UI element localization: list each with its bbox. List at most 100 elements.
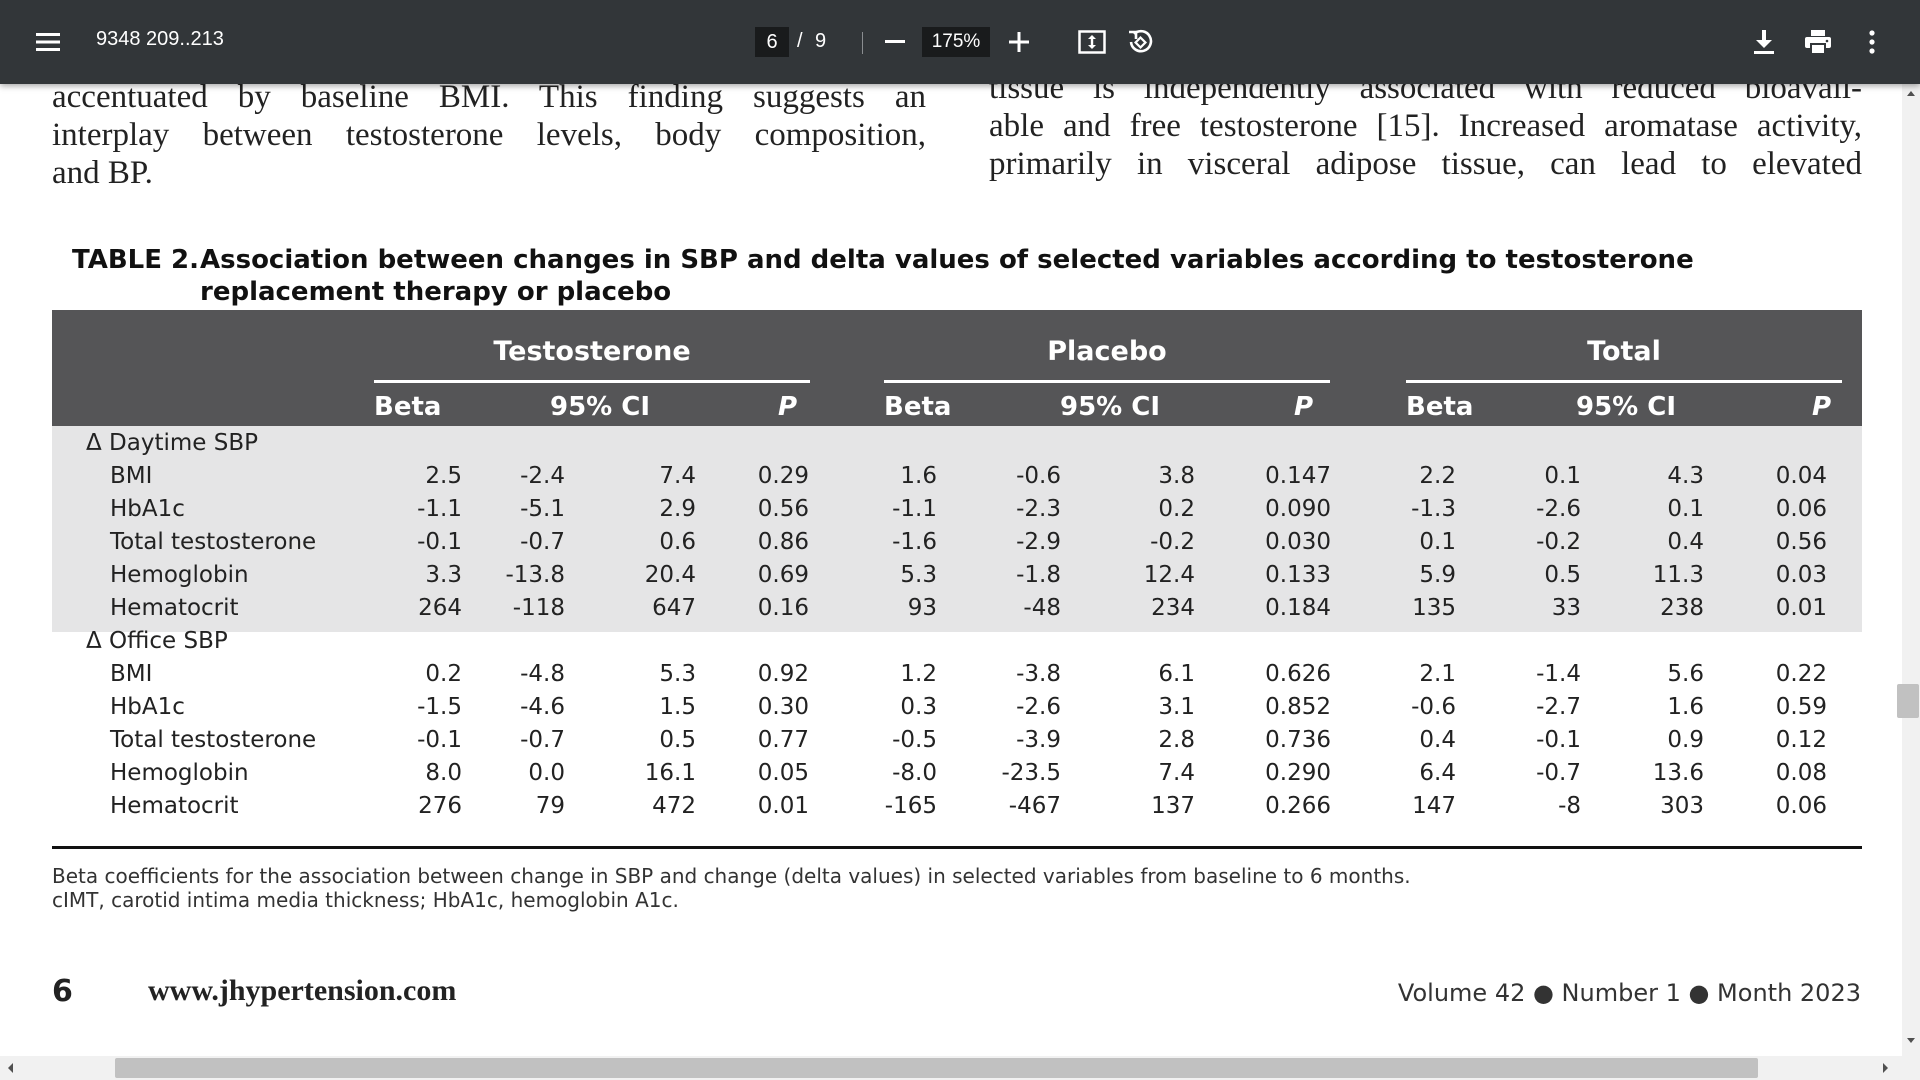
table-row: Total testosterone -0.1 -0.7 0.6 0.86 -1.6 -2.… bbox=[0, 525, 1902, 558]
body-text-left: accentuated by baseline BMI. This findin… bbox=[52, 78, 926, 192]
table-cell: 79 bbox=[535, 793, 565, 819]
table-row: Hematocrit 276 79 472 0.01 -165 -467 137 0.266 14… bbox=[0, 789, 1902, 822]
zoom-out-button[interactable] bbox=[875, 22, 915, 62]
text-line: interplay between testosterone levels, b… bbox=[52, 117, 926, 153]
table-cell: 0.77 bbox=[757, 727, 809, 753]
table-cell: 20.4 bbox=[644, 562, 696, 588]
table-cell: 0.29 bbox=[757, 463, 809, 489]
table-cell: 5.3 bbox=[900, 562, 937, 588]
table-cell: 3.1 bbox=[1158, 694, 1195, 720]
menu-button[interactable] bbox=[28, 22, 68, 62]
table-cell: 16.1 bbox=[644, 760, 696, 786]
body-text-right: tissue is independently associated with … bbox=[989, 69, 1862, 183]
horizontal-scroll-thumb[interactable] bbox=[115, 1058, 1758, 1078]
group-header-placebo: Placebo bbox=[1047, 336, 1167, 367]
toolbar-divider bbox=[862, 32, 863, 54]
col-header-beta: Beta bbox=[1406, 392, 1474, 422]
zoom-input[interactable] bbox=[922, 27, 990, 57]
table-cell: 264 bbox=[418, 595, 462, 621]
table-cell: 2.5 bbox=[425, 463, 462, 489]
col-header-ci: 95% CI bbox=[1576, 392, 1677, 422]
table-cell: -118 bbox=[512, 595, 565, 621]
document-title: 9348 209..213 bbox=[96, 28, 224, 50]
scroll-down-icon[interactable] bbox=[1902, 1034, 1920, 1048]
vertical-scroll-thumb[interactable] bbox=[1897, 684, 1919, 718]
zoom-in-button[interactable] bbox=[999, 22, 1039, 62]
table-label: TABLE 2. bbox=[72, 245, 200, 275]
table-cell: -2.4 bbox=[520, 463, 565, 489]
table-cell: 0.184 bbox=[1265, 595, 1331, 621]
table-caption-text: Association between changes in SBP and d… bbox=[200, 245, 1694, 307]
daytime-section-shading bbox=[52, 426, 1862, 632]
table-cell: 234 bbox=[1151, 595, 1195, 621]
table-cell: 137 bbox=[1151, 793, 1195, 819]
table-row: Hemoglobin 3.3 -13.8 20.4 0.69 5.3 -1.8 12.4 0.1… bbox=[0, 558, 1902, 591]
scroll-left-icon[interactable] bbox=[4, 1056, 18, 1080]
table-cell: 0.16 bbox=[757, 595, 809, 621]
table-cell: 0.852 bbox=[1265, 694, 1331, 720]
table-cell: 7.4 bbox=[659, 463, 696, 489]
page-number-input[interactable] bbox=[755, 27, 789, 57]
table-cell: 0.03 bbox=[1775, 562, 1827, 588]
table-cell: 2.8 bbox=[1158, 727, 1195, 753]
journal-website: www.jhypertension.com bbox=[148, 974, 457, 1007]
table-row: Total testosterone -0.1 -0.7 0.5 0.77 -0.5 -3.… bbox=[0, 723, 1902, 756]
table-cell: 2.2 bbox=[1419, 463, 1456, 489]
table-cell: 93 bbox=[907, 595, 937, 621]
table-cell: 0.626 bbox=[1265, 661, 1331, 687]
table-cell: -0.2 bbox=[1150, 529, 1195, 555]
table-cell: -8 bbox=[1558, 793, 1581, 819]
table-cell: 0.9 bbox=[1667, 727, 1704, 753]
variable-label: HbA1c bbox=[110, 496, 185, 522]
table-cell: 0.06 bbox=[1775, 496, 1827, 522]
table-cell: 0.08 bbox=[1775, 760, 1827, 786]
more-options-button[interactable] bbox=[1852, 22, 1892, 62]
table-cell: -13.8 bbox=[505, 562, 565, 588]
table-cell: -0.7 bbox=[520, 529, 565, 555]
table-cell: -3.9 bbox=[1016, 727, 1061, 753]
table-cell: 0.4 bbox=[1419, 727, 1456, 753]
table-cell: -2.6 bbox=[1016, 694, 1061, 720]
variable-label: Hematocrit bbox=[110, 595, 239, 621]
variable-label: Total testosterone bbox=[110, 727, 317, 753]
table-cell: -0.1 bbox=[1536, 727, 1581, 753]
table-cell: 276 bbox=[418, 793, 462, 819]
table-cell: 0.030 bbox=[1265, 529, 1331, 555]
variable-label: Hematocrit bbox=[110, 793, 239, 819]
table-cell: -4.8 bbox=[520, 661, 565, 687]
table-cell: 0.6 bbox=[659, 529, 696, 555]
table-cell: 472 bbox=[652, 793, 696, 819]
table-cell: 1.6 bbox=[900, 463, 937, 489]
variable-label: Total testosterone bbox=[110, 529, 317, 555]
table-cell: -0.7 bbox=[520, 727, 565, 753]
table-cell: -2.3 bbox=[1016, 496, 1061, 522]
scroll-up-icon[interactable] bbox=[1902, 86, 1920, 100]
table-cell: 1.2 bbox=[900, 661, 937, 687]
section-label: Δ Daytime SBP bbox=[86, 430, 258, 456]
table-cell: -1.3 bbox=[1411, 496, 1456, 522]
fit-page-button[interactable] bbox=[1072, 22, 1112, 62]
scroll-right-icon[interactable] bbox=[1878, 1056, 1892, 1080]
download-button[interactable] bbox=[1744, 22, 1784, 62]
group-underline bbox=[884, 380, 1330, 383]
table-cell: 4.3 bbox=[1667, 463, 1704, 489]
group-header-testosterone: Testosterone bbox=[493, 336, 691, 367]
pdf-page: accentuated by baseline BMI. This findin… bbox=[0, 70, 1902, 1056]
table-cell: 2.9 bbox=[659, 496, 696, 522]
table-cell: -0.6 bbox=[1411, 694, 1456, 720]
table-cell: 0.06 bbox=[1775, 793, 1827, 819]
group-header-total: Total bbox=[1587, 336, 1661, 367]
text-line: able and free testosterone [15]. Increas… bbox=[989, 108, 1862, 144]
table-row: BMI 2.5 -2.4 7.4 0.29 1.6 -0.6 3.8 0.147 2.2 0.1 4.… bbox=[0, 459, 1902, 492]
rotate-button[interactable] bbox=[1120, 22, 1160, 62]
table-cell: 2.1 bbox=[1419, 661, 1456, 687]
table-cell: 0.1 bbox=[1667, 496, 1704, 522]
table-cell: 238 bbox=[1660, 595, 1704, 621]
vertical-scrollbar[interactable] bbox=[1902, 84, 1920, 1056]
table-cell: 0.266 bbox=[1265, 793, 1331, 819]
table-cell: 13.6 bbox=[1652, 760, 1704, 786]
print-button[interactable] bbox=[1798, 22, 1838, 62]
table-cell: 135 bbox=[1412, 595, 1456, 621]
table-cell: 0.56 bbox=[757, 496, 809, 522]
table-cell: -1.5 bbox=[417, 694, 462, 720]
